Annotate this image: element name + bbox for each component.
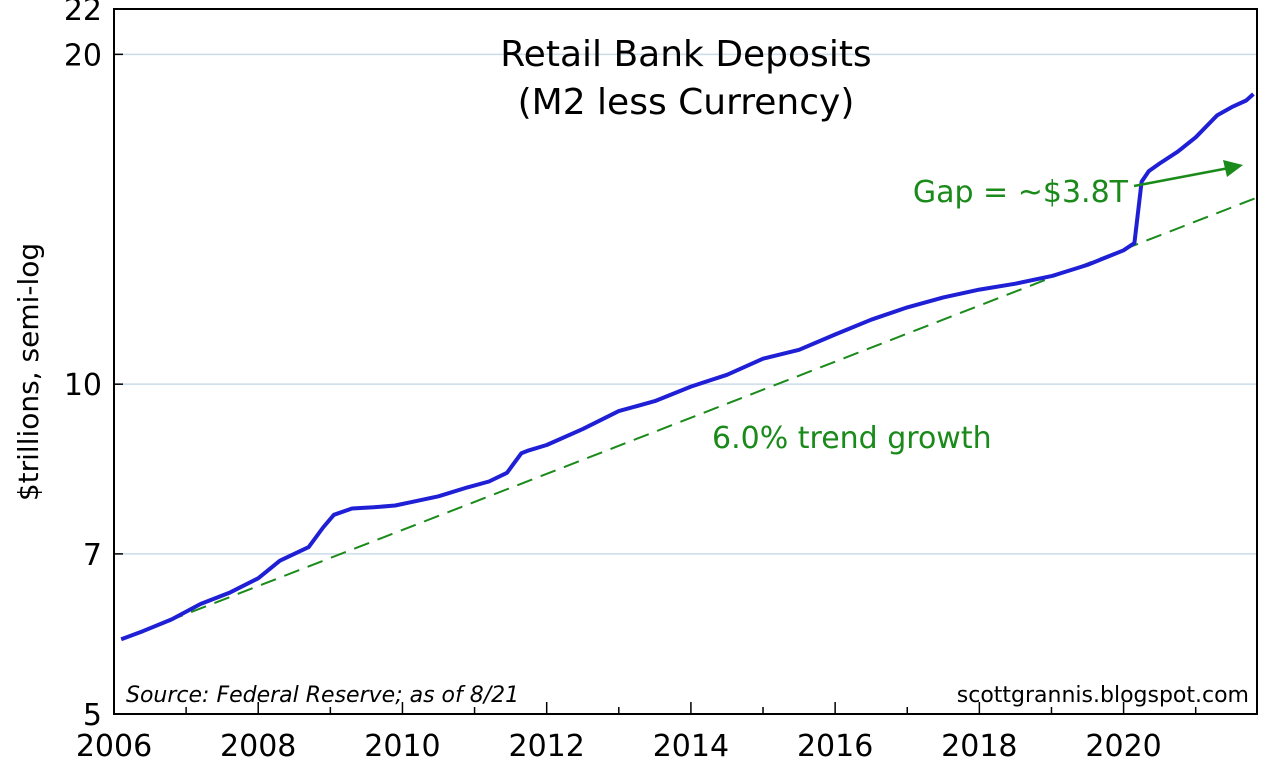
gap-arrowhead: [1223, 160, 1243, 177]
x-tick-label-2006: 2006: [76, 729, 152, 764]
x-axis-ticks: 2006 2008 2010 2012 2014 2016 2018 2020: [76, 702, 1197, 764]
y-axis-ticks: 5 7 10 20 22: [64, 0, 123, 733]
x-tick-label-2016: 2016: [797, 729, 873, 764]
deposits-series-line: [120, 92, 1255, 642]
chart-title-line-2: (M2 less Currency): [518, 82, 855, 123]
trend-annotation: 6.0% trend growth: [712, 421, 992, 456]
x-tick-label-2012: 2012: [509, 729, 585, 764]
x-tick-label-2020: 2020: [1085, 729, 1161, 764]
x-tick-label-2014: 2014: [653, 729, 729, 764]
x-tick-label-2008: 2008: [220, 729, 296, 764]
x-tick-label-2018: 2018: [941, 729, 1017, 764]
x-tick-label-2010: 2010: [364, 729, 440, 764]
y-tick-label-5: 5: [83, 698, 102, 733]
gap-arrow: [1133, 166, 1230, 188]
chart-title-line-1: Retail Bank Deposits: [500, 34, 871, 75]
y-tick-label-20: 20: [64, 38, 102, 73]
credit-note: scottgrannis.blogspot.com: [957, 683, 1249, 708]
grid-layer: [114, 53, 1257, 555]
y-tick-label-7: 7: [83, 538, 102, 573]
source-note: Source: Federal Reserve; as of 8/21: [126, 683, 519, 708]
y-tick-label-22: 22: [64, 0, 102, 28]
gap-annotation: Gap = ~$3.8T: [913, 175, 1129, 210]
y-axis-label: $trillions, semi-log: [12, 243, 45, 501]
plot-frame: [113, 8, 1258, 715]
y-tick-label-10: 10: [64, 368, 102, 403]
